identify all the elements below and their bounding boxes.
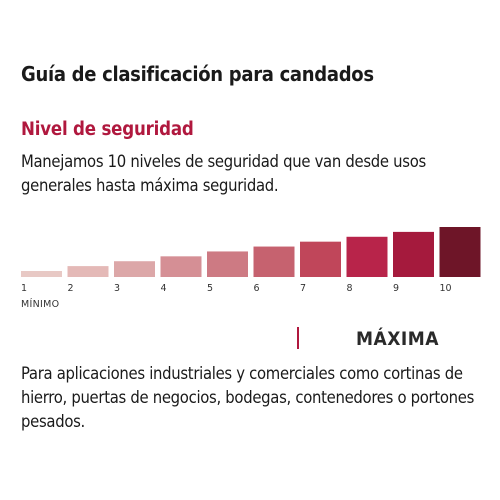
bar-level-7 [300, 241, 341, 277]
ticks-group: 1 2 3 4 5 6 7 8 9 10 [21, 283, 452, 294]
bar-level-9 [393, 231, 434, 277]
section-subtitle: Nivel de seguridad [21, 119, 194, 140]
bar-level-4 [160, 256, 202, 277]
bar-level-10 [439, 227, 481, 277]
bar-level-1 [21, 271, 62, 277]
max-label: MÁXIMA [356, 328, 440, 350]
min-label: MÍNIMO [21, 298, 59, 310]
footer-text: Para aplicaciones industriales y comerci… [21, 364, 475, 431]
page-title: Guía de clasificación para candados [21, 62, 374, 86]
tick-label-1: 1 [21, 283, 27, 294]
max-indicator-line [297, 327, 299, 349]
tick-label-6: 6 [254, 283, 260, 294]
security-level-chart: 1 2 3 4 5 6 7 8 9 10 MÍNIMO [21, 227, 481, 310]
description-text: Manejamos 10 niveles de seguridad que va… [21, 152, 426, 195]
tick-label-3: 3 [114, 283, 120, 294]
tick-label-10: 10 [440, 283, 452, 294]
tick-label-7: 7 [300, 283, 306, 294]
tick-label-9: 9 [393, 283, 399, 294]
bar-level-3 [114, 261, 155, 277]
bar-level-8 [346, 236, 388, 277]
bar-level-6 [253, 246, 295, 277]
bar-level-2 [67, 266, 109, 277]
tick-label-4: 4 [161, 283, 167, 294]
tick-label-8: 8 [347, 283, 353, 294]
tick-label-2: 2 [68, 283, 74, 294]
bar-level-5 [207, 251, 248, 277]
tick-label-5: 5 [207, 283, 213, 294]
bars-group [21, 227, 481, 277]
